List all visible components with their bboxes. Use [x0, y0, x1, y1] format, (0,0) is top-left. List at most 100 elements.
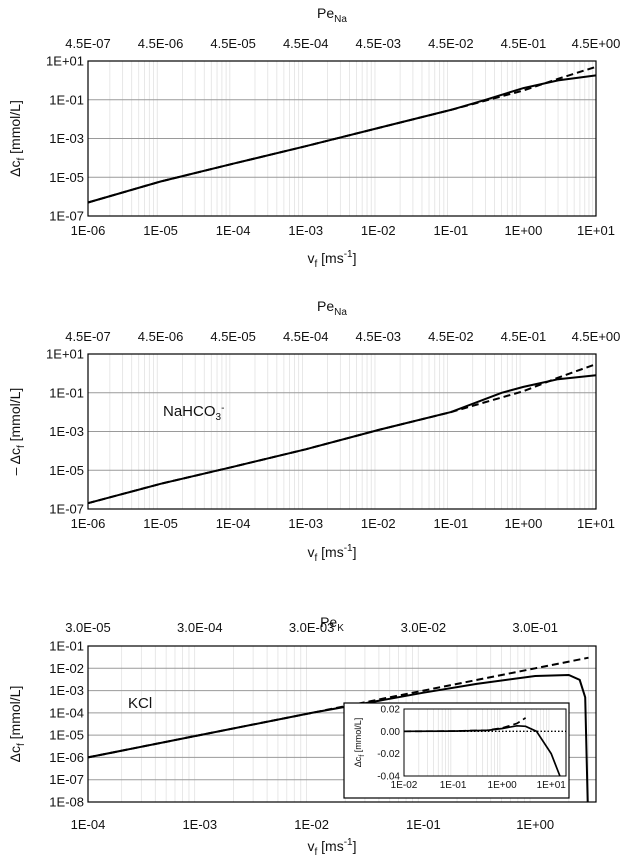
- plot-frame: [87, 645, 597, 803]
- x-tick-label: 1E+00: [504, 516, 542, 531]
- x-axis-label-main: v: [307, 250, 314, 266]
- inset-x-tick-label: 1E-01: [440, 780, 467, 791]
- y-tick-label: 1E-04: [49, 705, 84, 720]
- top-axis-label: PeNa: [317, 5, 347, 25]
- chart-panel-2: 1E-07 1E-05 1E-03 1E-01 1E+01 1E-06 1E-05 1E-04…: [7, 298, 620, 564]
- top-axis-label-main: Pe: [317, 5, 334, 21]
- y-tick-label: 1E-01: [49, 639, 84, 654]
- x-axis-label: vf [ms-1]: [307, 249, 356, 270]
- x-tick-label: 1E-01: [434, 516, 469, 531]
- inset-plot-frame: [403, 708, 567, 777]
- x-tick-label: 1E-01: [406, 817, 441, 832]
- y-axis-label-main: Δc: [7, 746, 23, 762]
- x-tick-label: 1E+01: [577, 223, 615, 238]
- top-tick-label: 4.5E-02: [428, 36, 474, 51]
- inset-x-tick-label: 1E+00: [488, 780, 518, 791]
- x-axis-label-sub: f: [314, 847, 317, 858]
- y-tick-label: 1E-05: [49, 728, 84, 743]
- top-tick-label: 4.5E-04: [283, 36, 329, 51]
- top-tick-label: 4.5E-01: [501, 329, 547, 344]
- top-axis-label-main: Pe: [317, 298, 334, 314]
- series-line-solid: [87, 673, 589, 803]
- x-tick-label: 1E-04: [216, 223, 251, 238]
- top-tick-label: 4.5E-03: [356, 329, 402, 344]
- y-axis-label-unit: [mmol/L]: [7, 100, 23, 158]
- inset-y-tick-label: -0.04: [377, 772, 400, 783]
- top-tick-label: 3.0E-02: [401, 620, 447, 635]
- y-axis-label-main: – Δc: [7, 448, 23, 475]
- y-axis-label: Δcf [mmol/L]: [7, 686, 27, 763]
- inset-y-tick-label: -0.02: [377, 749, 400, 760]
- chart-panel-1: 1E-07 1E-05 1E-03 1E-01 1E+01 1E-06 1E-05 1E-04…: [7, 5, 620, 270]
- top-axis-label-sub: Na: [334, 14, 347, 25]
- x-axis-label-unit: [ms: [317, 250, 343, 266]
- y-axis-label-unit: [mmol/L]: [7, 388, 23, 446]
- inset-x-tick-label: 1E+01: [537, 780, 567, 791]
- inset-y-axis-label-main: Δc: [353, 756, 363, 767]
- x-axis-label-unit-sup: -1: [344, 837, 353, 848]
- top-tick-label: 3.0E-05: [65, 620, 111, 635]
- x-tick-label: 1E-06: [71, 223, 106, 238]
- series-line-dashed: [87, 656, 589, 759]
- y-tick-label: 1E+01: [46, 347, 84, 362]
- inset-y-axis-label-unit: [mmol/L]: [353, 718, 363, 755]
- x-tick-label: 1E+00: [504, 223, 542, 238]
- x-axis-label-unit: [ms: [317, 838, 343, 854]
- y-tick-label: 1E-03: [49, 131, 84, 146]
- y-tick-label: 1E-07: [49, 502, 84, 517]
- top-axis-label-sub: Na: [334, 307, 347, 318]
- y-tick-label: 1E-05: [49, 463, 84, 478]
- plot-frame: [87, 60, 597, 217]
- x-axis-label-unit: [ms: [317, 544, 343, 560]
- x-axis-label-sub: f: [314, 259, 317, 270]
- top-axis-label-sub: K: [337, 623, 344, 634]
- annotation-main: NaHCO: [163, 403, 216, 420]
- x-axis-label-sub: f: [314, 553, 317, 564]
- inset-chart: -0.04 -0.02 0.00 0.02 1E-02 1E-01 1E+00 1E+01 Δc…: [343, 702, 570, 799]
- x-tick-label: 1E-05: [143, 516, 178, 531]
- y-axis-label-sub: f: [16, 743, 27, 746]
- y-tick-label: 1E-01: [49, 385, 84, 400]
- series-line-solid: [87, 74, 597, 204]
- x-axis-label-unit-end: ]: [353, 544, 357, 560]
- y-tick-label: 1E-06: [49, 750, 84, 765]
- x-tick-label: 1E-01: [434, 223, 469, 238]
- inset-y-axis-label: Δcf [mmol/L]: [353, 718, 366, 767]
- y-tick-label: 1E-07: [49, 209, 84, 224]
- chart-panel-3: 1E-08 1E-07 1E-06 1E-05 1E-04 1E-03 1E-02 1E-01…: [7, 614, 597, 858]
- x-tick-label: 1E-03: [288, 223, 323, 238]
- inset-y-axis-label-sub: f: [359, 755, 366, 757]
- top-tick-label: 4.5E-04: [283, 329, 329, 344]
- y-tick-label: 1E-02: [49, 661, 84, 676]
- plot-frame: [87, 353, 597, 510]
- top-tick-label: 4.5E-06: [138, 36, 184, 51]
- y-axis-label: Δcf [mmol/L]: [7, 100, 27, 177]
- annotation-main: KCl: [128, 695, 152, 712]
- x-axis-label-unit-sup: -1: [344, 249, 353, 260]
- y-tick-label: 1E+01: [46, 54, 84, 69]
- top-axis-label: PeNa: [317, 298, 347, 318]
- top-tick-label: 3.0E-03: [289, 620, 335, 635]
- x-tick-label: 1E-02: [361, 223, 396, 238]
- inset-x-tick-label: 1E-02: [391, 780, 418, 791]
- x-axis-label-unit-sup: -1: [344, 543, 353, 554]
- x-tick-label: 1E-04: [216, 516, 251, 531]
- x-axis-label: vf [ms-1]: [307, 837, 356, 858]
- y-tick-label: 1E-08: [49, 795, 84, 810]
- y-axis-label-sub: f: [16, 158, 27, 161]
- top-tick-label: 4.5E-02: [428, 329, 474, 344]
- y-tick-label: 1E-01: [49, 92, 84, 107]
- inset-y-tick-label: 0.00: [381, 727, 401, 738]
- annotation-sup: -: [221, 403, 224, 414]
- x-tick-label: 1E-02: [294, 817, 329, 832]
- top-axis-label: PeK: [320, 614, 344, 634]
- x-tick-label: 1E-04: [71, 817, 106, 832]
- x-axis-label-unit-end: ]: [353, 250, 357, 266]
- y-tick-label: 1E-07: [49, 772, 84, 787]
- x-axis-label-main: v: [307, 544, 314, 560]
- x-tick-label: 1E+01: [577, 516, 615, 531]
- top-tick-label: 4.5E-03: [356, 36, 402, 51]
- chart-annotation: NaHCO3-: [163, 403, 224, 423]
- y-axis-label-sub: f: [16, 445, 27, 448]
